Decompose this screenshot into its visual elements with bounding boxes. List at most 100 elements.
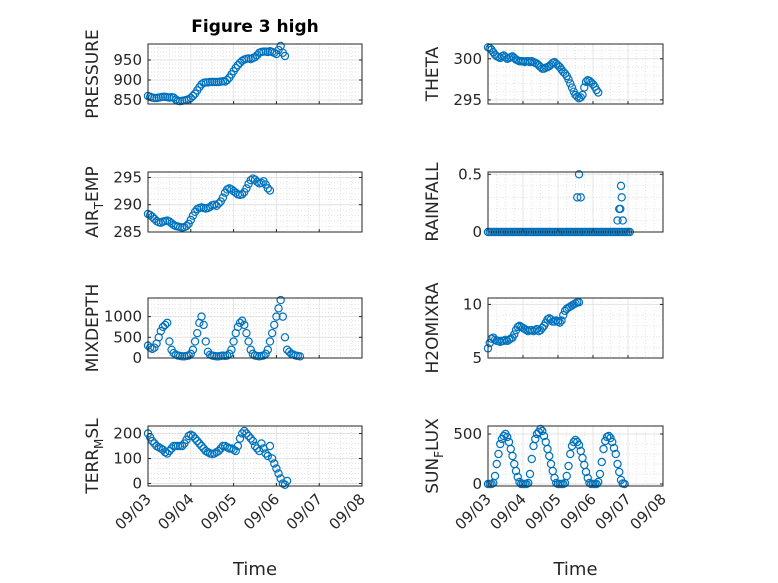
y-axis-label: THETA bbox=[423, 46, 443, 102]
y-axis-label: MIXDEPTH bbox=[83, 284, 103, 373]
x-tick-label: 09/06 bbox=[557, 490, 600, 533]
data-point bbox=[193, 328, 202, 338]
y-tick-label: 10 bbox=[463, 295, 482, 313]
data-point bbox=[494, 449, 503, 459]
data-point bbox=[608, 437, 617, 447]
data-point bbox=[602, 432, 612, 442]
data-point bbox=[240, 320, 249, 330]
subplot-h2omixra: 5 10 H2OMIXRA bbox=[423, 282, 664, 374]
data-point bbox=[274, 469, 283, 478]
grid bbox=[147, 426, 363, 486]
x-tick-label: 09/08 bbox=[326, 490, 369, 533]
data-point bbox=[197, 441, 206, 451]
data-point bbox=[557, 316, 566, 325]
data-point bbox=[576, 193, 585, 202]
data-point bbox=[257, 439, 266, 448]
data-point bbox=[573, 92, 582, 101]
data-point bbox=[576, 93, 585, 102]
y-axis-label: SUNFLUX bbox=[423, 418, 446, 494]
data-point bbox=[178, 441, 187, 451]
y-tick-label: 295 bbox=[113, 168, 142, 186]
data-point bbox=[574, 298, 584, 307]
data-point bbox=[244, 337, 253, 346]
data-point bbox=[282, 476, 292, 486]
y-tick-label: 0 bbox=[472, 475, 482, 493]
data-point bbox=[261, 349, 270, 359]
data-point bbox=[550, 473, 559, 483]
data-point bbox=[278, 479, 288, 488]
axes-box bbox=[147, 297, 363, 359]
data-point bbox=[227, 345, 236, 354]
data-point bbox=[148, 212, 157, 221]
data-point bbox=[252, 177, 262, 187]
x-tick-label: 09/03 bbox=[112, 490, 155, 533]
data-point bbox=[573, 193, 582, 202]
data-point bbox=[574, 170, 584, 179]
data-point bbox=[270, 320, 279, 330]
data-point bbox=[165, 337, 174, 346]
data-point bbox=[617, 193, 626, 202]
data-point bbox=[152, 441, 161, 451]
data-point bbox=[201, 337, 210, 346]
data-point bbox=[536, 424, 545, 434]
series-markers bbox=[143, 426, 292, 489]
data-point bbox=[524, 478, 533, 488]
data-point bbox=[559, 310, 568, 320]
data-point bbox=[197, 312, 206, 321]
data-point bbox=[613, 216, 622, 225]
data-point bbox=[246, 345, 255, 354]
data-point bbox=[160, 448, 170, 457]
data-point bbox=[278, 312, 288, 321]
data-point bbox=[553, 317, 563, 326]
data-point bbox=[240, 426, 249, 436]
data-point bbox=[531, 434, 540, 444]
y-tick-label: 295 bbox=[453, 91, 482, 109]
data-point bbox=[580, 83, 589, 92]
data-point bbox=[163, 449, 172, 458]
y-tick-label: 0 bbox=[132, 349, 142, 367]
subplot-theta: 295 300 THETA bbox=[423, 43, 664, 109]
subplot-terr_msl: 0 100 200 09/03 09/04 09/05 09/06 09/07 09/08 TER… bbox=[83, 418, 369, 580]
series-markers bbox=[483, 424, 629, 489]
x-axis-label: Time bbox=[552, 559, 597, 580]
subplot-air_temp: 285 290 295 AIRTEMP bbox=[83, 166, 363, 241]
y-tick-label: 290 bbox=[113, 196, 142, 214]
data-point bbox=[274, 45, 283, 55]
data-point bbox=[581, 467, 591, 477]
data-point bbox=[274, 304, 283, 313]
axes-box bbox=[147, 171, 363, 233]
data-point bbox=[276, 295, 285, 305]
data-point bbox=[150, 343, 159, 352]
data-point bbox=[604, 431, 613, 441]
data-point bbox=[193, 436, 202, 446]
data-point bbox=[263, 184, 273, 193]
y-tick-label: 0 bbox=[132, 475, 142, 493]
data-point bbox=[532, 324, 542, 334]
data-point bbox=[222, 75, 232, 85]
subplot-pressure: 850 900 950 PRESSURE Figure 3 high bbox=[83, 17, 363, 119]
y-tick-label: 1000 bbox=[104, 308, 142, 326]
axes-box bbox=[487, 425, 664, 487]
data-point bbox=[182, 221, 191, 231]
data-point bbox=[252, 444, 262, 453]
y-tick-label: 850 bbox=[113, 91, 142, 109]
data-point bbox=[267, 454, 277, 463]
series-markers bbox=[483, 43, 603, 103]
data-point bbox=[566, 449, 575, 459]
data-point bbox=[511, 466, 521, 476]
data-point bbox=[555, 318, 564, 327]
data-point bbox=[265, 186, 275, 195]
x-tick-label: 09/07 bbox=[283, 490, 326, 533]
data-point bbox=[184, 351, 193, 360]
x-tick-label: 09/07 bbox=[592, 490, 635, 533]
data-point bbox=[510, 330, 519, 339]
data-point bbox=[594, 88, 603, 97]
y-tick-label: 0 bbox=[472, 223, 482, 241]
x-tick-label: 09/04 bbox=[154, 490, 197, 533]
data-point bbox=[261, 449, 270, 458]
axes-box bbox=[147, 425, 363, 487]
data-point bbox=[496, 439, 505, 449]
data-point bbox=[235, 318, 245, 328]
